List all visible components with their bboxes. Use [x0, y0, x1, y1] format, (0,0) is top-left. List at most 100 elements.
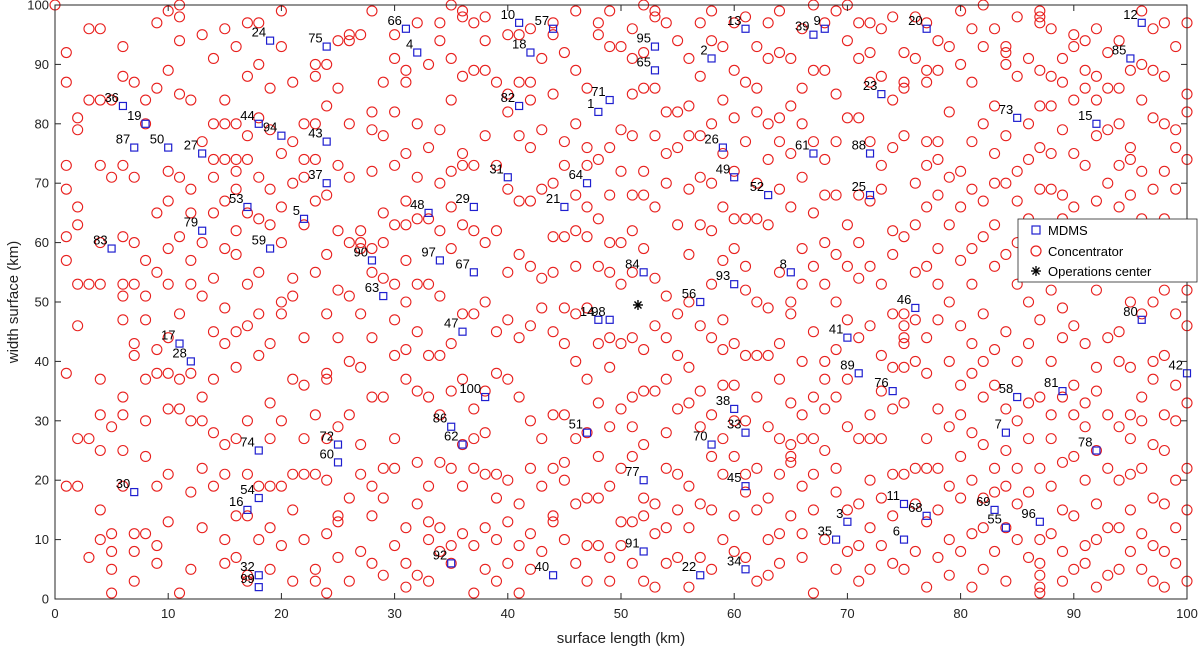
- mdms-point: [548, 24, 558, 33]
- concentrator-point: [649, 130, 661, 142]
- x-tick-label: 30: [387, 606, 401, 621]
- concentrator-point: [241, 130, 253, 142]
- concentrator-point: [683, 100, 695, 112]
- concentrator-point: [377, 130, 389, 142]
- mdms-label: 35: [818, 524, 832, 539]
- concentrator-point: [751, 82, 763, 94]
- concentrator-point: [264, 82, 276, 94]
- concentrator-point: [434, 177, 446, 189]
- concentrator-point: [355, 468, 367, 480]
- mdms-label: 63: [365, 280, 379, 295]
- legend-mdms-label: MDMS: [1048, 223, 1088, 238]
- concentrator-point: [1136, 94, 1148, 106]
- concentrator-point: [411, 213, 423, 225]
- concentrator-point: [253, 308, 265, 320]
- concentrator-point: [615, 278, 627, 290]
- mdms-point: [730, 173, 739, 182]
- concentrator-point: [173, 231, 186, 243]
- concentrator-point: [638, 189, 650, 201]
- concentrator-point: [660, 332, 672, 344]
- concentrator-point: [649, 498, 661, 510]
- mdms-point: [594, 315, 603, 324]
- concentrator-point: [117, 290, 129, 302]
- concentrator-point: [626, 557, 638, 569]
- concentrator-point: [1022, 153, 1035, 165]
- mdms-point: [594, 107, 603, 117]
- mdms-label: 83: [93, 233, 107, 248]
- concentrator-point: [479, 468, 491, 480]
- concentrator-point: [1113, 421, 1125, 433]
- concentrator-point: [536, 302, 548, 314]
- legend: MDMS Concentrator Operations center: [1017, 218, 1198, 283]
- concentrator-point: [219, 534, 231, 546]
- concentrator-point: [581, 373, 593, 385]
- concentrator-point: [921, 17, 933, 29]
- concentrator-point: [524, 462, 536, 474]
- concentrator-point: [807, 468, 819, 480]
- concentrator-point: [502, 266, 514, 278]
- concentrator-point: [366, 242, 378, 255]
- mdms-label: 14: [580, 304, 594, 319]
- concentrator-point: [717, 534, 729, 546]
- concentrator-point: [309, 195, 321, 207]
- concentrator-point: [309, 409, 321, 421]
- concentrator-point: [830, 5, 842, 17]
- concentrator-point: [377, 492, 389, 504]
- concentrator-point: [185, 415, 197, 427]
- concentrator-point: [287, 76, 299, 88]
- concentrator-point: [706, 35, 718, 47]
- mdms-point: [413, 48, 422, 57]
- concentrator-point: [694, 70, 706, 82]
- concentrator-point: [173, 35, 186, 47]
- concentrator-point: [921, 64, 933, 76]
- concentrator-point: [864, 136, 876, 148]
- concentrator-point: [287, 373, 299, 385]
- concentrator-point: [751, 391, 763, 403]
- mdms-point: [458, 327, 467, 336]
- concentrator-point: [660, 290, 672, 302]
- concentrator-point: [898, 361, 910, 373]
- concentrator-point: [898, 46, 910, 59]
- concentrator-point: [1170, 415, 1182, 427]
- concentrator-point: [717, 468, 729, 480]
- concentrator-point: [717, 433, 729, 445]
- concentrator-point: [298, 379, 310, 391]
- concentrator-point: [841, 219, 853, 231]
- concentrator-point: [434, 124, 446, 136]
- concentrator-point: [1011, 462, 1023, 474]
- concentrator-point: [773, 183, 786, 195]
- concentrator-point: [275, 237, 287, 249]
- concentrator-point: [1090, 385, 1102, 397]
- concentrator-point: [456, 219, 469, 231]
- concentrator-point: [513, 130, 525, 142]
- concentrator-point: [955, 320, 967, 332]
- mdms-point: [707, 440, 716, 449]
- concentrator-point: [898, 231, 910, 243]
- concentrator-point: [117, 480, 129, 492]
- mdms-label: 17: [161, 328, 175, 343]
- concentrator-point: [524, 260, 536, 272]
- concentrator-point: [1090, 581, 1102, 593]
- concentrator-point: [1068, 201, 1080, 213]
- concentrator-point: [513, 498, 525, 510]
- concentrator-point: [955, 254, 967, 266]
- concentrator-point: [479, 296, 491, 308]
- concentrator-point: [502, 88, 514, 100]
- concentrator-point: [773, 557, 786, 569]
- concentrator-point: [626, 23, 638, 35]
- mdms-point: [582, 428, 592, 437]
- concentrator-point: [1158, 70, 1170, 82]
- concentrator-point: [773, 373, 786, 385]
- concentrator-point: [377, 569, 389, 581]
- concentrator-point: [717, 254, 729, 266]
- concentrator-point: [140, 314, 152, 326]
- concentrator-point: [853, 575, 865, 587]
- concentrator-point: [1068, 379, 1080, 391]
- concentrator-point: [638, 46, 650, 59]
- concentrator-point: [1102, 462, 1114, 474]
- mdms-label: 1: [587, 96, 594, 111]
- mdms-label: 60: [320, 446, 334, 461]
- mdms-point: [254, 583, 263, 592]
- concentrator-point: [1090, 70, 1102, 82]
- concentrator-point: [72, 433, 84, 445]
